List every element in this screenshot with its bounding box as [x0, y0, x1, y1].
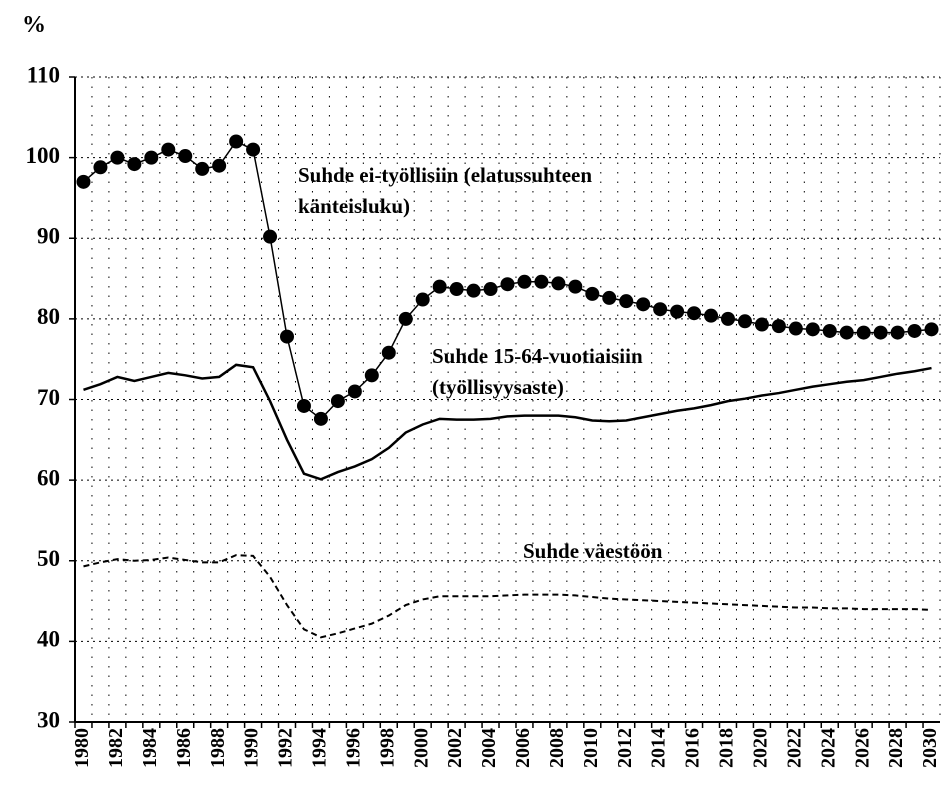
x-tick-label: 1984 — [139, 728, 161, 768]
data-point — [670, 304, 685, 319]
data-point — [856, 325, 871, 340]
data-point — [805, 322, 820, 337]
data-point — [636, 297, 651, 312]
data-point — [212, 158, 227, 173]
series-line — [83, 554, 932, 639]
x-tick-label: 1994 — [309, 728, 331, 768]
data-point — [788, 321, 803, 336]
x-tick-label: 1992 — [275, 728, 297, 768]
data-point — [110, 150, 125, 165]
x-tick-label: 2022 — [783, 728, 805, 768]
data-point — [839, 325, 854, 340]
data-point — [280, 329, 295, 344]
data-point — [229, 134, 244, 149]
annotation: Suhde 15-64-vuotiaisiin — [432, 344, 643, 368]
x-tick-label: 2004 — [478, 728, 500, 768]
y-tick-label: 100 — [26, 143, 61, 168]
data-point — [398, 311, 413, 326]
data-point — [449, 282, 464, 297]
x-tick-label: 2012 — [614, 728, 636, 768]
x-tick-label: 2018 — [716, 728, 738, 768]
x-tick-label: 2020 — [750, 728, 772, 768]
x-tick-label: 1996 — [342, 728, 364, 768]
x-tick-label: 2024 — [817, 728, 839, 768]
data-point — [313, 411, 328, 426]
data-point — [924, 322, 939, 337]
y-tick-label: 40 — [37, 627, 60, 652]
x-tick-label: 2002 — [444, 728, 466, 768]
x-tick-label: 1990 — [241, 728, 263, 768]
x-tick-label: 1998 — [376, 728, 398, 768]
data-point — [551, 276, 566, 291]
data-point — [771, 319, 786, 334]
data-point — [483, 282, 498, 297]
data-point — [585, 286, 600, 301]
y-axis-label: % — [22, 12, 46, 38]
x-tick-label: 2008 — [546, 728, 568, 768]
x-tick-label: 2030 — [919, 728, 941, 768]
data-point — [466, 283, 481, 298]
x-tick-label: 2010 — [580, 728, 602, 768]
data-point — [381, 345, 396, 360]
data-point — [144, 150, 159, 165]
data-point — [330, 394, 345, 409]
y-tick-label: 70 — [37, 385, 60, 410]
data-point — [246, 142, 261, 157]
data-point — [93, 160, 108, 175]
data-point — [687, 306, 702, 321]
y-tick-label: 110 — [27, 62, 60, 87]
x-tick-label: 2028 — [885, 728, 907, 768]
x-tick-label: 2016 — [682, 728, 704, 768]
x-tick-label: 2006 — [512, 728, 534, 768]
y-tick-label: 90 — [37, 224, 60, 249]
data-point — [873, 325, 888, 340]
x-tick-label: 1980 — [71, 728, 93, 768]
data-point — [534, 274, 549, 289]
x-tick-label: 2014 — [648, 728, 670, 768]
data-point — [296, 398, 311, 413]
x-tick-label: 1988 — [207, 728, 229, 768]
y-tick-label: 50 — [37, 546, 60, 571]
data-point — [161, 142, 176, 157]
data-point — [568, 279, 583, 294]
data-point — [517, 274, 532, 289]
data-point — [364, 368, 379, 383]
data-point — [178, 149, 193, 164]
data-point — [907, 323, 922, 338]
data-point — [415, 292, 430, 307]
annotation: (työllisyysaste) — [432, 375, 564, 399]
data-point — [653, 302, 668, 317]
data-point — [263, 229, 278, 244]
data-point — [737, 314, 752, 329]
annotation: känteisluku) — [298, 194, 410, 218]
data-point — [822, 323, 837, 338]
data-point — [432, 279, 447, 294]
y-tick-label: 60 — [37, 465, 60, 490]
data-point — [890, 325, 905, 340]
y-tick-label: 30 — [37, 707, 60, 732]
annotation: Suhde ei-työllisiin (elatussuhteen — [298, 163, 592, 187]
data-point — [602, 290, 617, 305]
data-point — [720, 311, 735, 326]
x-tick-label: 1982 — [105, 728, 127, 768]
data-point — [347, 384, 362, 399]
data-point — [619, 294, 634, 309]
x-tick-label: 2026 — [851, 728, 873, 768]
data-point — [754, 317, 769, 332]
x-tick-label: 2000 — [410, 728, 432, 768]
x-tick-label: 1986 — [173, 728, 195, 768]
annotation: Suhde väestöön — [523, 539, 663, 563]
data-point — [76, 174, 91, 189]
data-point — [500, 277, 515, 292]
data-point — [704, 308, 719, 323]
data-point — [127, 157, 142, 172]
y-tick-label: 80 — [37, 304, 60, 329]
series-line — [83, 363, 932, 481]
data-point — [195, 161, 210, 176]
